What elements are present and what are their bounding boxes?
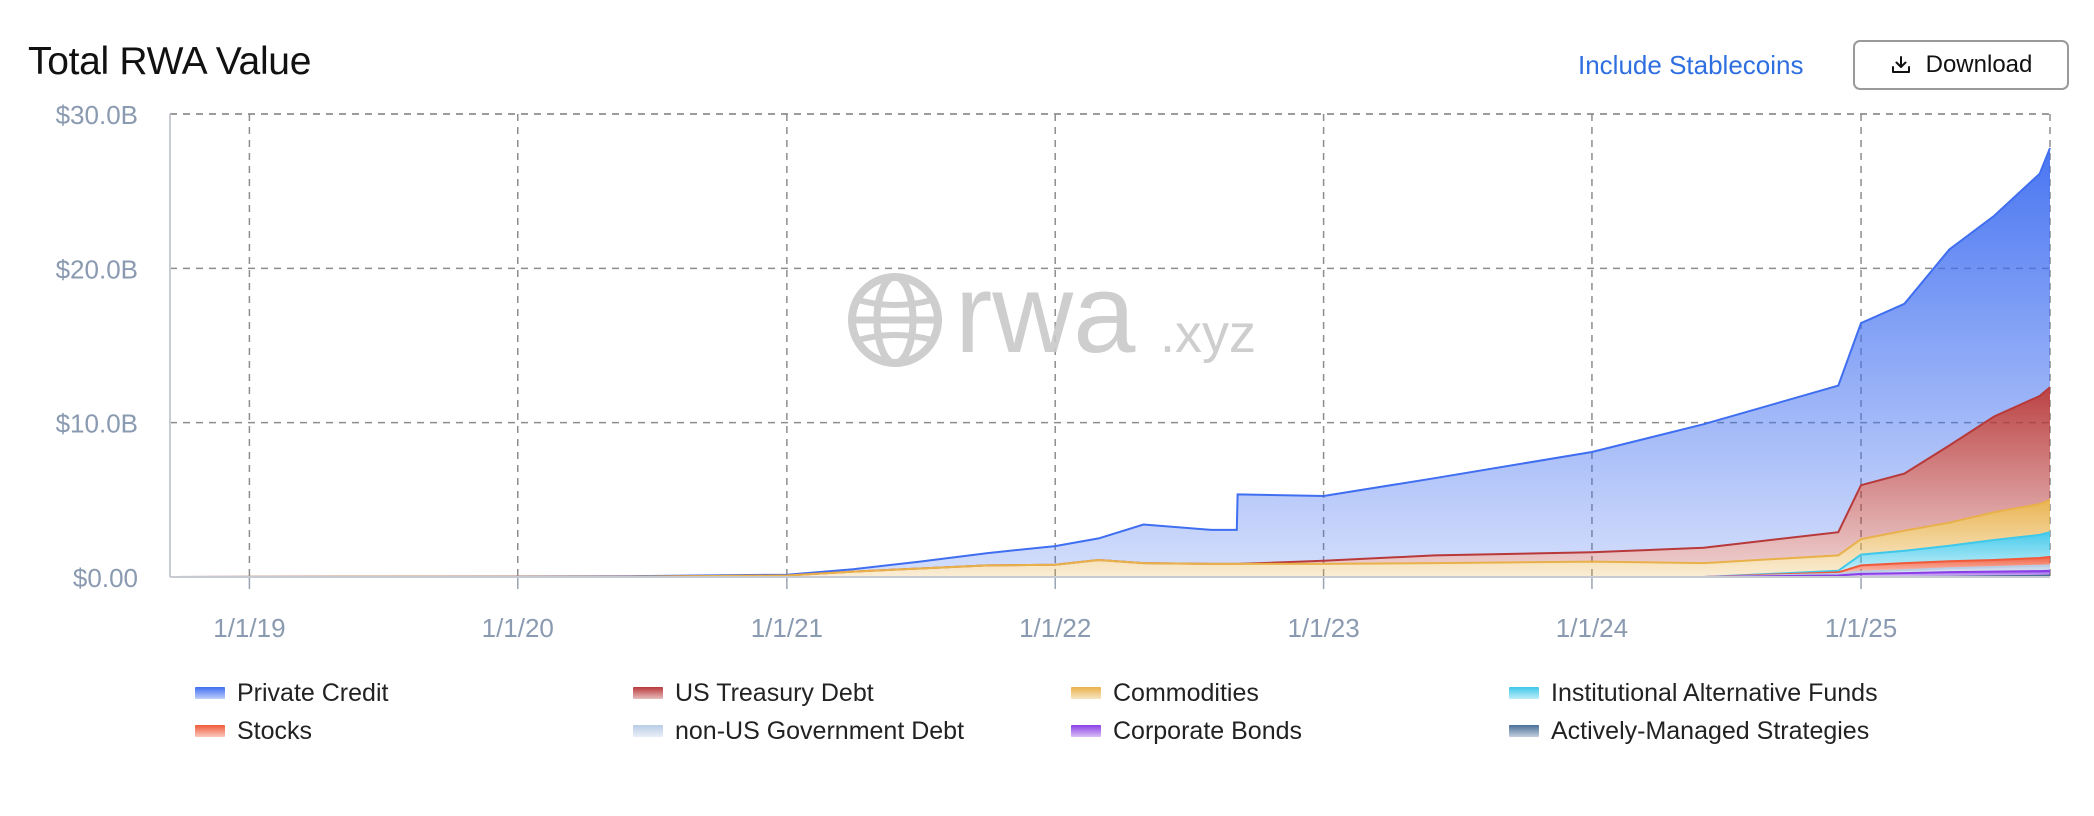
y-tick-label: $10.0B [56, 409, 138, 439]
legend-swatch [633, 687, 663, 699]
download-label: Download [1925, 51, 2033, 78]
x-tick-label: 1/1/22 [1019, 613, 1091, 643]
legend-swatch [195, 725, 225, 737]
legend-label: Institutional Alternative Funds [1551, 678, 1878, 707]
chart-legend: Private Credit US Treasury Debt Commoditie… [195, 678, 2055, 745]
legend-item[interactable]: US Treasury Debt [633, 678, 1071, 707]
y-tick-label: $0.00 [73, 563, 138, 593]
x-tick-label: 1/1/19 [213, 613, 285, 643]
legend-item[interactable]: Institutional Alternative Funds [1509, 678, 2009, 707]
line-commodities [169, 498, 2051, 578]
legend-label: Stocks [237, 716, 313, 745]
legend-swatch [1071, 725, 1101, 737]
area-private-credit [170, 148, 2050, 577]
y-tick-label: $30.0B [56, 100, 138, 130]
area-chart: rwa .xyz $0.00 $10.0B $20.0B $30.0B 1/1/19 1/… [56, 100, 2051, 643]
legend-item[interactable]: Stocks [195, 716, 633, 745]
page-title: Total RWA Value [28, 40, 312, 83]
legend-label: Private Credit [237, 678, 389, 707]
legend-swatch [1509, 725, 1539, 737]
chart-axes: $0.00 $10.0B $20.0B $30.0B 1/1/19 1/1/20 1/1/2… [56, 100, 2050, 643]
legend-swatch [1071, 687, 1101, 699]
watermark-suffix: .xyz [1160, 304, 1256, 364]
legend-item[interactable]: Private Credit [195, 678, 633, 707]
globe-icon [848, 273, 942, 367]
x-tick-label: 1/1/25 [1825, 613, 1897, 643]
legend-item[interactable]: Actively-Managed Strategies [1509, 716, 2009, 745]
legend-item[interactable]: non-US Government Debt [633, 716, 1071, 745]
legend-label: Corporate Bonds [1113, 716, 1303, 745]
legend-label: non-US Government Debt [675, 716, 965, 745]
watermark-text: rwa [955, 251, 1136, 376]
chart-grid [170, 113, 2051, 577]
legend-label: Actively-Managed Strategies [1551, 716, 1870, 745]
x-tick-label: 1/1/24 [1556, 613, 1628, 643]
legend-item[interactable]: Commodities [1071, 678, 1509, 707]
legend-swatch [1509, 687, 1539, 699]
x-tick-label: 1/1/23 [1287, 613, 1359, 643]
watermark: rwa .xyz [848, 251, 1256, 376]
include-stablecoins-toggle[interactable]: Include Stablecoins [1578, 50, 1804, 80]
legend-swatch [633, 725, 663, 737]
download-button[interactable]: Download [1853, 40, 2069, 90]
x-tick-label: 1/1/21 [751, 613, 823, 643]
x-tick-label: 1/1/20 [482, 613, 554, 643]
legend-swatch [195, 687, 225, 699]
y-tick-label: $20.0B [56, 254, 138, 284]
legend-item[interactable]: Corporate Bonds [1071, 716, 1509, 745]
line-private-credit [169, 147, 2051, 578]
download-icon [1891, 56, 1910, 73]
legend-label: US Treasury Debt [675, 678, 874, 707]
legend-label: Commodities [1113, 678, 1259, 707]
